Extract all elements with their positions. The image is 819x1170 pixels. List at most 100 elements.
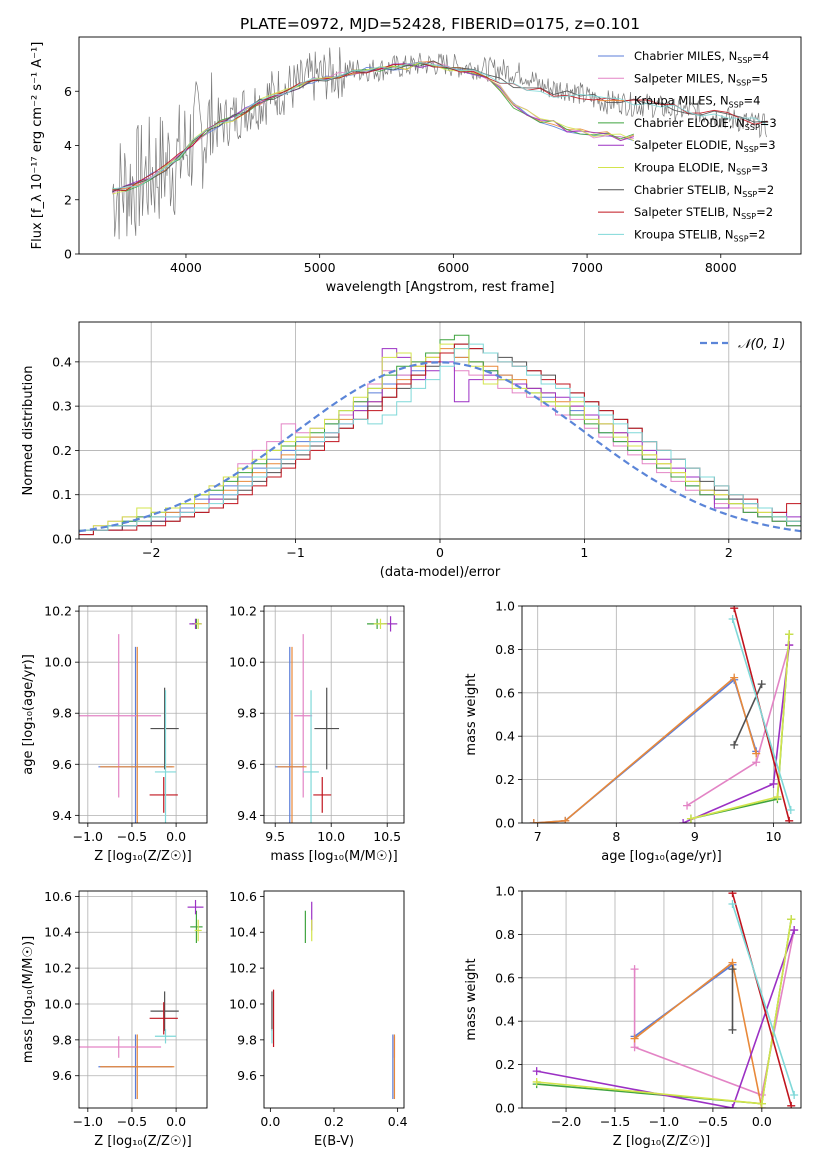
plot-area [529, 606, 795, 823]
x-tick-label: −0.5 [117, 829, 147, 844]
x-axis-label: (data-model)/error [380, 565, 501, 580]
x-tick-label: 10 [766, 829, 782, 844]
y-tick-label: 0.2 [495, 1057, 515, 1072]
weight-marker-salpeter-stelib [785, 816, 794, 823]
y-tick-label: 0.8 [495, 642, 515, 657]
y-tick-label: 9.4 [237, 808, 257, 823]
plot-area [79, 334, 801, 536]
x-tick-label: 6000 [437, 260, 469, 275]
axes-frame [78, 605, 208, 824]
legend-label-kroupa-stelib: Kroupa STELIB, NSSP=2 [634, 227, 765, 243]
axes-frame [263, 890, 405, 1109]
weight-marker-salpeter-elodie [769, 779, 778, 788]
panel-residuals: −2 −1 0 1 2 0.0 0.1 0.2 0.3 0.4 (data-model)/error… [21, 321, 802, 580]
axes-frame [78, 36, 802, 255]
errorbar-chabrier-elodie [190, 910, 203, 944]
errorbar-kroupa-stelib [303, 690, 319, 823]
y-tick-label: 0.6 [495, 685, 515, 700]
y-tick-label: 0.4 [52, 354, 72, 369]
weight-marker-kroupa-miles [561, 816, 570, 823]
errorbar-chabrier-stelib [314, 687, 340, 770]
y-tick-label: 9.8 [52, 1032, 72, 1047]
weight-marker-kroupa-stelib [790, 1090, 799, 1099]
errorbar-salpeter-stelib [313, 777, 332, 813]
weight-marker-salpeter-miles [630, 1043, 639, 1052]
y-tick-label: 10.0 [44, 996, 72, 1011]
x-tick-label: 0.4 [388, 1114, 408, 1129]
x-tick-label: 10.0 [317, 829, 345, 844]
y-tick-label: 0.2 [52, 443, 72, 458]
x-tick-label: 4000 [170, 260, 202, 275]
errorbar-kroupa-elodie [194, 919, 202, 942]
y-axis-label: mass weight [464, 673, 479, 755]
axes-frame [78, 890, 208, 1109]
x-tick-label: 0 [436, 545, 444, 560]
weight-marker-kroupa-elodie [773, 792, 782, 801]
x-tick-label: 9 [691, 829, 699, 844]
axes-frame [263, 605, 405, 824]
y-tick-label: 9.6 [237, 757, 257, 772]
weight-marker-kroupa-stelib [728, 900, 737, 909]
x-axis-label: mass [log₁₀(M/M☉)] [270, 849, 397, 864]
y-tick-label: 9.8 [237, 706, 257, 721]
y-tick-label: 10.4 [44, 925, 72, 940]
y-axis-label: Normed distribution [21, 366, 36, 496]
x-axis-label: E(B-V) [314, 1134, 354, 1149]
x-tick-label: 8000 [705, 260, 737, 275]
weight-marker-chabrier-stelib [728, 1025, 737, 1034]
weight-marker-kroupa-miles [730, 673, 739, 682]
y-tick-label: 9.6 [52, 757, 72, 772]
x-tick-label: −1.0 [649, 1114, 679, 1129]
legend-label-salpeter-stelib: Salpeter STELIB, NSSP=2 [634, 205, 773, 221]
x-tick-label: 0.2 [324, 1114, 344, 1129]
x-tick-label: 2 [725, 545, 733, 560]
x-tick-label: −0.5 [117, 1114, 147, 1129]
x-tick-label: 1 [580, 545, 588, 560]
y-tick-label: 0.0 [52, 532, 72, 547]
errorbar-kroupa-miles [277, 646, 307, 823]
x-tick-label: 10.5 [373, 829, 401, 844]
errorbar-chabrier-stelib [150, 687, 179, 770]
y-tick-label: 9.8 [237, 1032, 257, 1047]
weight-marker-kroupa-miles [630, 1034, 639, 1043]
weight-marker-chabrier-stelib [757, 680, 766, 689]
errorbar-salpeter-elodie [187, 899, 204, 915]
legend-label-chabrier-stelib: Chabrier STELIB, NSSP=2 [634, 183, 774, 199]
y-tick-label: 10.0 [229, 655, 257, 670]
legend-label-kroupa-elodie: Kroupa ELODIE, NSSP=3 [634, 161, 768, 177]
errorbar-kroupa-elodie [194, 618, 202, 629]
x-tick-label: −2 [142, 545, 160, 560]
errorbar-kroupa-stelib [154, 1029, 177, 1044]
errorbar-salpeter-miles [294, 634, 313, 798]
weight-marker-kroupa-stelib [728, 615, 737, 624]
y-tick-label: 0.1 [52, 487, 72, 502]
y-axis-label: age [log₁₀(age/yr)] [21, 654, 36, 775]
y-tick-label: 6 [64, 84, 72, 99]
histogram-kroupa-stelib [79, 343, 801, 531]
x-tick-label: 5000 [304, 260, 336, 275]
weight-marker-salpeter-elodie [532, 1067, 541, 1076]
axes-frame [78, 321, 802, 540]
panel-spectrum: 4000 5000 6000 7000 8000 0 2 4 6 wavelength [Angs… [30, 36, 802, 295]
panel-mass-vs-ebv: 0.0 0.2 0.4 9.6 9.8 10.0 10.2 10.4 10.6 E(B-V) [229, 889, 407, 1149]
weight-line-kroupa-stelib [731, 618, 792, 811]
y-tick-label: 10.2 [229, 961, 257, 976]
plot-area [271, 901, 396, 1100]
legend-label-salpeter-miles: Salpeter MILES, NSSP=5 [634, 71, 768, 87]
weight-marker-salpeter-elodie [790, 926, 799, 935]
plot-area [112, 47, 768, 240]
x-tick-label: 0.0 [166, 1114, 186, 1129]
x-axis-label: age [log₁₀(age/yr)] [601, 849, 722, 864]
y-axis-label: Flux [f_λ 10⁻¹⁷ erg cm⁻² s⁻¹ A⁻¹] [30, 42, 45, 250]
axes-frame [521, 890, 802, 1109]
x-tick-label: −2.0 [551, 1114, 581, 1129]
y-tick-label: 0.0 [495, 816, 515, 831]
y-tick-label: 10.4 [229, 925, 257, 940]
x-axis-label: Z [log₁₀(Z/Z☉)] [94, 1134, 191, 1149]
weight-line-kroupa-miles [533, 676, 757, 823]
plot-area [79, 618, 202, 823]
weight-line-kroupa-stelib [731, 903, 795, 1096]
errorbar-kroupa-miles [100, 646, 175, 823]
figure-title: PLATE=0972, MJD=52428, FIBERID=0175, z=0… [240, 15, 640, 33]
x-tick-label: 7000 [571, 260, 603, 275]
